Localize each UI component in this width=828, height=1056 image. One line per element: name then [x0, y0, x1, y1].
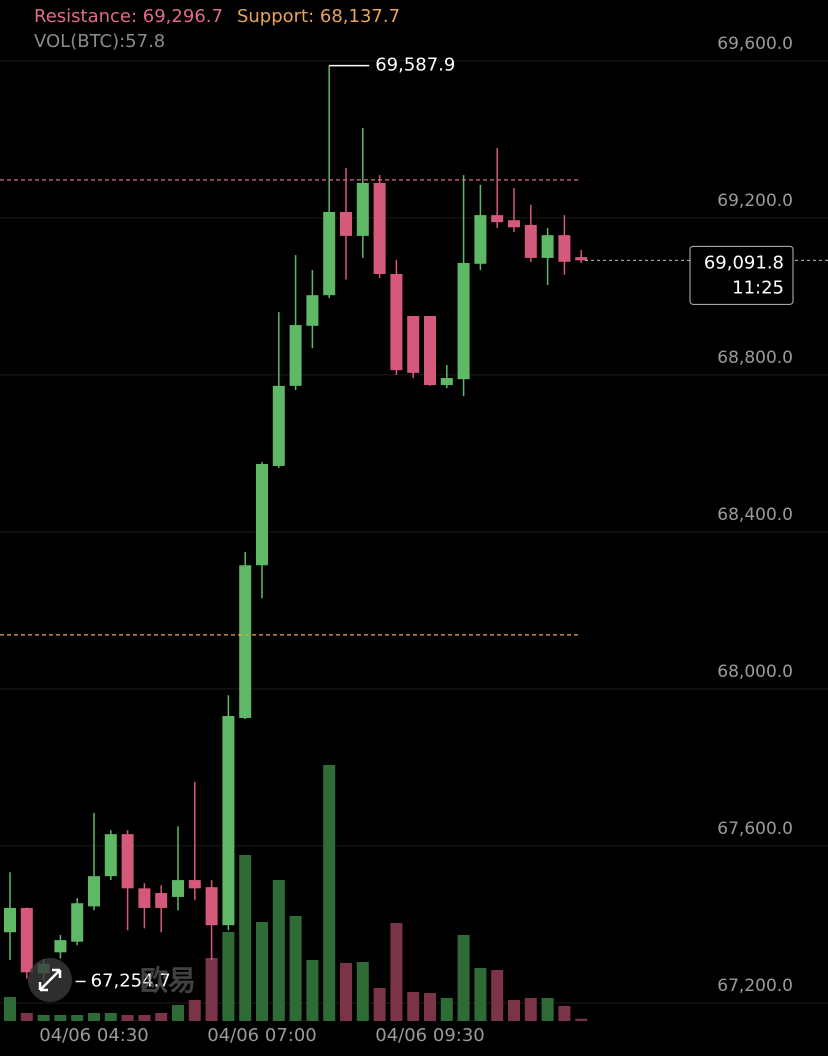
volume-bar	[272, 880, 285, 1021]
candle-body	[575, 257, 588, 261]
volume-bar	[457, 935, 470, 1021]
volume-bar	[524, 998, 537, 1021]
x-tick-label: 04/06 07:00	[207, 1025, 316, 1046]
candle-body	[121, 834, 134, 889]
volume-bar	[407, 992, 420, 1021]
volume-bar	[440, 998, 453, 1021]
candle-body	[155, 893, 168, 908]
volume-pane	[4, 765, 588, 1021]
candle-body	[407, 315, 420, 373]
candle-body	[188, 880, 201, 889]
x-tick-label: 04/06 09:30	[375, 1025, 484, 1046]
volume-bar	[558, 1006, 571, 1021]
candle-body	[104, 834, 117, 877]
volume-bar	[172, 1005, 184, 1021]
candle-body	[138, 888, 151, 908]
y-tick-label: 67,600.0	[717, 819, 793, 839]
candle-body	[508, 220, 520, 228]
candle-body	[306, 295, 319, 326]
candle-body	[289, 325, 302, 386]
volume-bar	[121, 1015, 134, 1021]
grid: 67,200.0 67,600.0 68,000.0 68,400.0 68,800.0…	[0, 34, 828, 1046]
volume-bar	[138, 1015, 151, 1021]
candle-body	[20, 907, 33, 973]
candle-body	[4, 907, 16, 933]
volume-bar	[104, 1013, 117, 1021]
y-tick-label: 69,600.0	[717, 34, 793, 54]
volume-bar	[188, 1000, 201, 1021]
volume-bar	[390, 923, 403, 1021]
candle-body	[558, 235, 571, 262]
volume-bar	[491, 970, 504, 1021]
last-price-box	[689, 245, 794, 305]
candle-body	[390, 273, 403, 371]
low-marker-label: 67,254.7	[91, 970, 171, 991]
volume-bar	[222, 932, 235, 1021]
high-marker-label: 69,587.9	[375, 55, 455, 76]
volume-bar	[289, 916, 302, 1021]
candle-body	[524, 224, 537, 258]
expand-icon	[38, 968, 62, 992]
candle-body	[222, 715, 235, 926]
candle-body	[272, 385, 285, 466]
volume-bar	[424, 993, 436, 1021]
candle-body	[54, 940, 67, 953]
resistance-label: Resistance: 69,296.7	[34, 6, 223, 27]
volume-bar	[541, 998, 554, 1021]
volume-bar	[323, 765, 336, 1021]
volume-bar	[306, 960, 319, 1021]
candle-body	[323, 211, 336, 296]
y-tick-label: 67,200.0	[717, 976, 793, 996]
x-tick-label: 04/06 04:30	[39, 1025, 148, 1046]
candle-body	[205, 887, 218, 926]
volume-bar	[239, 855, 252, 1021]
volume-bar	[373, 988, 386, 1021]
candle-body	[172, 880, 184, 897]
candle-body	[491, 215, 504, 223]
candle-body	[474, 215, 487, 264]
overlay: Resistance: 69,296.7 Support: 68,137.7 VOL…	[0, 6, 828, 1002]
candle-body	[424, 315, 436, 386]
candle-body	[440, 378, 453, 386]
volume-bar	[205, 958, 218, 1021]
candle-body	[541, 235, 554, 258]
watermark: 欧易	[140, 964, 196, 997]
candle-body	[373, 182, 386, 274]
volume-bar	[474, 968, 487, 1021]
volume-bar	[340, 963, 352, 1021]
support-label: Support: 68,137.7	[237, 6, 400, 27]
volume-label: VOL(BTC):57.8	[34, 31, 165, 52]
last-price-label: 69,091.8	[704, 252, 784, 273]
candle-body	[356, 182, 369, 236]
countdown-label: 11:25	[732, 277, 784, 298]
volume-bar	[155, 1013, 168, 1021]
y-tick-label: 68,000.0	[717, 662, 793, 682]
volume-bar	[88, 1013, 100, 1021]
candle-body	[239, 565, 252, 718]
volume-bar	[575, 1018, 588, 1021]
volume-bar	[37, 1015, 50, 1021]
y-tick-label: 68,800.0	[717, 348, 793, 368]
candle-body	[71, 903, 84, 942]
candle-body	[457, 263, 470, 380]
candle-body	[88, 876, 100, 907]
candles	[4, 65, 588, 982]
volume-bar	[71, 1015, 84, 1021]
volume-bar	[54, 1015, 67, 1021]
volume-bar	[4, 997, 16, 1021]
candle-body	[340, 211, 352, 236]
volume-bar	[356, 962, 369, 1021]
candle-body	[256, 463, 268, 566]
volume-bar	[256, 922, 268, 1021]
y-tick-label: 69,200.0	[717, 191, 793, 211]
volume-bar	[20, 1013, 33, 1021]
volume-bar	[508, 1000, 520, 1021]
y-tick-label: 68,400.0	[717, 505, 793, 525]
